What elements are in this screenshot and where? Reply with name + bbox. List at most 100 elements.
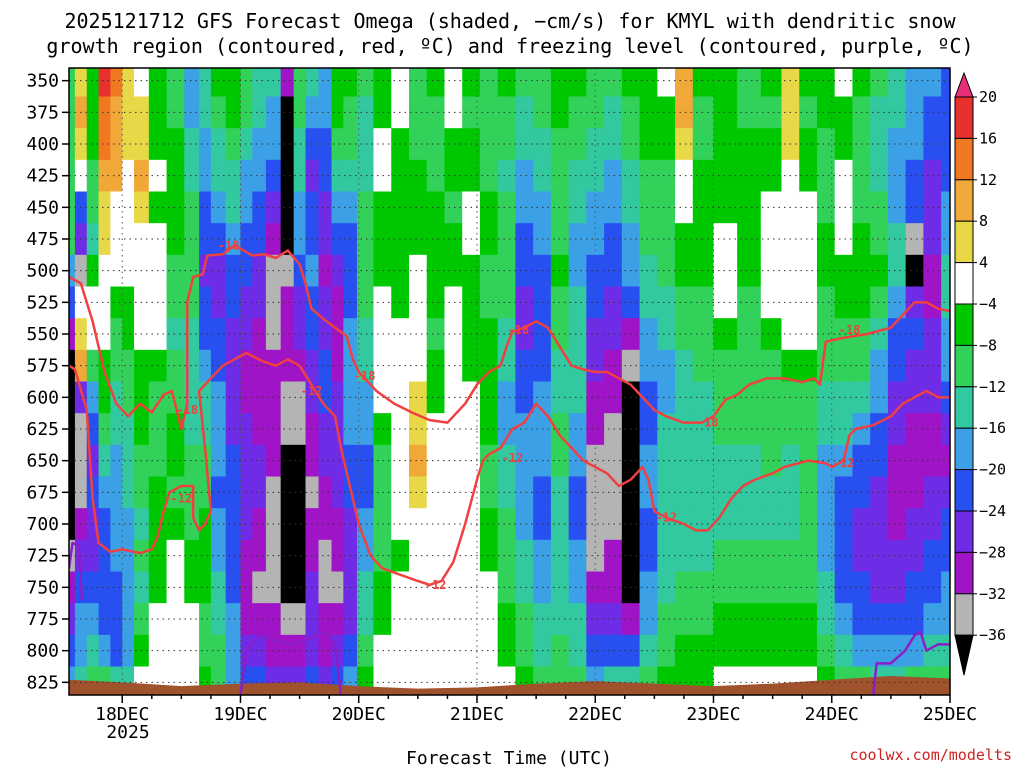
omega-cell <box>568 96 587 129</box>
omega-cell <box>166 128 185 161</box>
omega-cell <box>713 128 738 161</box>
y-tick-label: 725 <box>26 546 59 567</box>
omega-cell <box>444 318 463 351</box>
omega-cell <box>356 159 375 193</box>
omega-cell <box>497 476 517 509</box>
omega-cell <box>293 539 307 573</box>
omega-cell <box>941 571 950 604</box>
omega-cell <box>675 476 694 509</box>
omega-cell <box>426 666 446 695</box>
omega-cell <box>515 539 534 573</box>
colorbar-label: −36 <box>979 626 1006 644</box>
omega-cell <box>834 381 854 414</box>
x-tick-label: 19DEC <box>213 704 267 725</box>
omega-cell <box>318 223 333 256</box>
omega-cell <box>166 444 185 478</box>
omega-cell <box>870 349 889 383</box>
omega-cell <box>184 413 200 446</box>
x-tick-label: 18DEC <box>95 704 149 725</box>
omega-cell <box>69 286 76 319</box>
omega-cell <box>497 223 517 256</box>
omega-cell <box>166 159 185 193</box>
omega-cell <box>122 254 135 288</box>
omega-cell <box>568 634 587 668</box>
omega-cell <box>941 444 950 478</box>
omega-cell <box>870 603 889 636</box>
omega-cell <box>318 128 333 161</box>
omega-cell <box>426 571 446 604</box>
omega-cell <box>639 413 658 446</box>
omega-cell <box>639 539 658 573</box>
watermark[interactable]: coolwx.com/modelts <box>849 746 1012 764</box>
omega-cell <box>515 381 534 414</box>
omega-cell <box>356 223 375 256</box>
omega-cell <box>122 476 135 509</box>
omega-cell <box>331 571 344 604</box>
omega-cell <box>515 68 534 98</box>
omega-cell <box>356 68 375 98</box>
omega-cell <box>240 96 253 129</box>
omega-cell <box>305 68 320 98</box>
omega-cell <box>356 191 375 224</box>
omega-cell <box>110 603 123 636</box>
omega-cell <box>760 603 783 636</box>
contour-label: -12 <box>833 456 855 470</box>
colorbar-label: −32 <box>979 585 1006 603</box>
omega-cell <box>331 254 344 288</box>
colorbar-cell <box>954 551 974 595</box>
omega-cell <box>550 96 570 129</box>
omega-cell <box>816 128 836 161</box>
omega-cell <box>122 96 135 129</box>
omega-cell <box>408 381 428 414</box>
omega-cell <box>887 539 907 573</box>
omega-cell <box>657 128 676 161</box>
omega-cell <box>280 286 295 319</box>
omega-cell <box>444 571 463 604</box>
omega-cell <box>799 508 818 541</box>
omega-cell <box>86 603 100 636</box>
omega-cell <box>692 159 715 193</box>
omega-cell <box>444 381 463 414</box>
omega-cell <box>905 539 924 573</box>
omega-cell <box>515 444 534 478</box>
omega-cell <box>550 634 570 668</box>
omega-cell <box>586 191 605 224</box>
omega-cell <box>318 96 333 129</box>
omega-cell <box>240 254 253 288</box>
omega-cell <box>550 349 570 383</box>
omega-cell <box>479 508 499 541</box>
omega-cell <box>497 634 517 668</box>
omega-cell <box>657 254 676 288</box>
omega-cell <box>760 128 783 161</box>
omega-cell <box>760 476 783 509</box>
omega-cell <box>184 571 200 604</box>
omega-cell <box>550 191 570 224</box>
omega-cell <box>887 223 907 256</box>
omega-cell <box>86 254 100 288</box>
omega-cell <box>692 634 715 668</box>
omega-cell <box>86 191 100 224</box>
omega-cell <box>166 571 185 604</box>
omega-cell <box>760 68 783 98</box>
omega-cell <box>166 603 185 636</box>
omega-cell <box>331 191 344 224</box>
omega-cell <box>426 603 446 636</box>
colorbar-cell <box>954 427 974 471</box>
omega-cell <box>356 381 375 414</box>
omega-cell <box>225 128 242 161</box>
omega-cell <box>280 96 295 129</box>
omega-cell <box>318 603 333 636</box>
omega-cell <box>240 539 253 573</box>
omega-cell <box>318 286 333 319</box>
omega-cell <box>515 191 534 224</box>
omega-cell <box>799 318 818 351</box>
omega-cell <box>657 286 676 319</box>
omega-cell <box>199 68 212 98</box>
contour-label: -12 <box>425 578 447 592</box>
omega-cell <box>331 223 344 256</box>
omega-cell <box>426 539 446 573</box>
omega-cell <box>166 381 185 414</box>
omega-cell <box>479 223 499 256</box>
colorbar-top-arrow <box>954 71 974 98</box>
omega-cell <box>444 223 463 256</box>
